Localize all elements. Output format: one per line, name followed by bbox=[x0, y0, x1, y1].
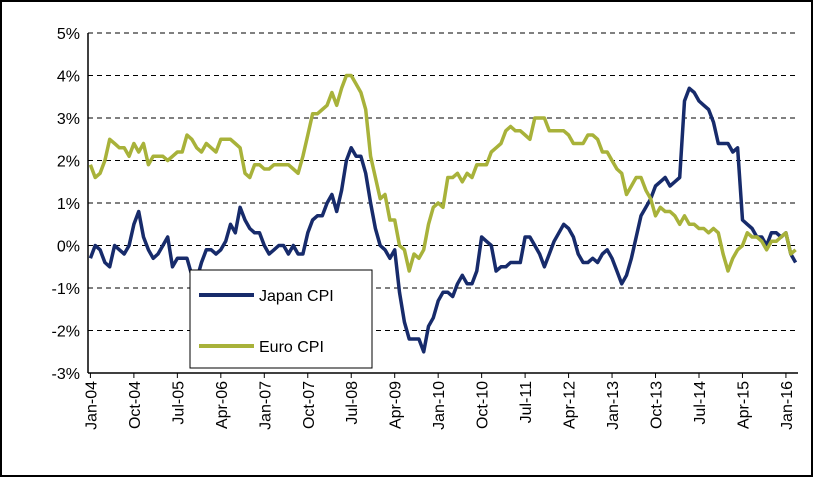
x-tick-label: Oct-10 bbox=[475, 381, 492, 429]
x-tick-label: Oct-13 bbox=[649, 381, 666, 429]
series-line bbox=[88, 86, 798, 354]
x-tick-label: Apr-06 bbox=[214, 381, 231, 429]
y-tick-label: 2% bbox=[57, 154, 80, 171]
x-tick-label: Jul-05 bbox=[170, 381, 187, 425]
legend-label: Japan CPI bbox=[259, 288, 334, 305]
legend-label: Euro CPI bbox=[259, 339, 324, 356]
x-tick-label: Jan-10 bbox=[431, 381, 448, 430]
y-tick-label: -3% bbox=[52, 366, 80, 383]
x-tick-label: Jul-14 bbox=[692, 381, 709, 425]
y-tick-label: 4% bbox=[57, 69, 80, 86]
legend-box bbox=[189, 269, 373, 369]
y-tick-label: 0% bbox=[57, 239, 80, 256]
x-tick-label: Apr-09 bbox=[388, 381, 405, 429]
x-tick-label: Jul-08 bbox=[344, 381, 361, 425]
x-tick-label: Apr-12 bbox=[562, 381, 579, 429]
y-tick-label: 1% bbox=[57, 196, 80, 213]
x-tick-label: Jan-16 bbox=[779, 381, 796, 430]
x-tick-label: Jan-07 bbox=[257, 381, 274, 430]
x-tick-label: Jul-11 bbox=[518, 381, 535, 423]
series-line bbox=[88, 73, 797, 273]
y-tick-label: -1% bbox=[52, 281, 80, 298]
y-tick-label: -2% bbox=[52, 324, 80, 341]
x-tick-label: Oct-04 bbox=[127, 381, 144, 429]
y-tick-label: 5% bbox=[57, 26, 80, 43]
y-tick-label: 3% bbox=[57, 111, 80, 128]
x-tick-label: Jan-13 bbox=[605, 381, 622, 430]
x-tick-label: Oct-07 bbox=[301, 381, 318, 429]
x-tick-label: Apr-15 bbox=[735, 381, 752, 429]
x-tick-label: Jan-04 bbox=[83, 381, 100, 430]
